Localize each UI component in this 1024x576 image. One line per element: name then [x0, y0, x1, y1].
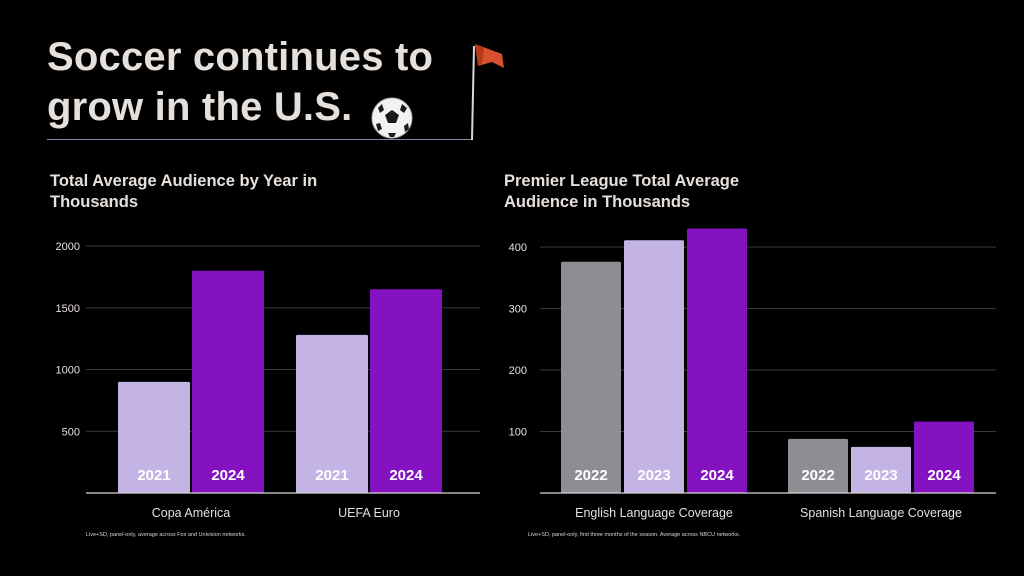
y-tick-label: 100: [509, 427, 527, 439]
bar-year-label: 2021: [137, 467, 170, 484]
bar-year-label: 2023: [637, 467, 670, 484]
bar-year-label: 2024: [389, 467, 423, 484]
corner-flag-icon: [471, 44, 504, 141]
bar: [788, 438, 848, 493]
bar: [851, 446, 911, 493]
bar: [561, 261, 621, 493]
left-chart-title: Total Average Audience by Year in Thousa…: [50, 172, 318, 211]
x-category-label: Copa América: [152, 506, 231, 520]
y-tick-label: 400: [509, 242, 527, 254]
left-footnote: Live+SD, panel-only, average across Fox …: [86, 532, 246, 538]
y-tick-label: 300: [509, 304, 527, 316]
right-footnote: Live+SD, panel-only, first three months …: [528, 532, 741, 538]
bar-year-label: 2024: [211, 467, 245, 484]
bar: [370, 289, 442, 493]
x-category-label: Spanish Language Coverage: [800, 506, 962, 520]
bar-year-label: 2021: [315, 467, 348, 484]
x-category-label: UEFA Euro: [338, 506, 400, 520]
y-tick-label: 500: [62, 426, 80, 438]
bar: [192, 270, 264, 493]
bar: [914, 421, 974, 493]
bar-year-label: 2024: [927, 467, 961, 484]
y-tick-label: 1000: [56, 365, 80, 377]
bar: [118, 381, 190, 493]
y-tick-label: 2000: [56, 241, 80, 253]
bar-year-label: 2022: [574, 467, 607, 484]
bar: [296, 334, 368, 493]
y-tick-label: 200: [509, 365, 527, 377]
soccer-ball-icon: [371, 97, 413, 139]
bar-year-label: 2024: [700, 467, 734, 484]
bar: [687, 228, 747, 494]
x-category-label: English Language Coverage: [575, 506, 733, 520]
page-title: Soccer continues to grow in the U.S.: [47, 35, 434, 129]
right-chart-title: Premier League Total Average Audience in…: [504, 172, 740, 211]
bar-year-label: 2022: [801, 467, 834, 484]
title-underline: [47, 139, 472, 140]
bar: [624, 240, 684, 493]
y-tick-label: 1500: [56, 303, 80, 315]
bar-year-label: 2023: [864, 467, 897, 484]
